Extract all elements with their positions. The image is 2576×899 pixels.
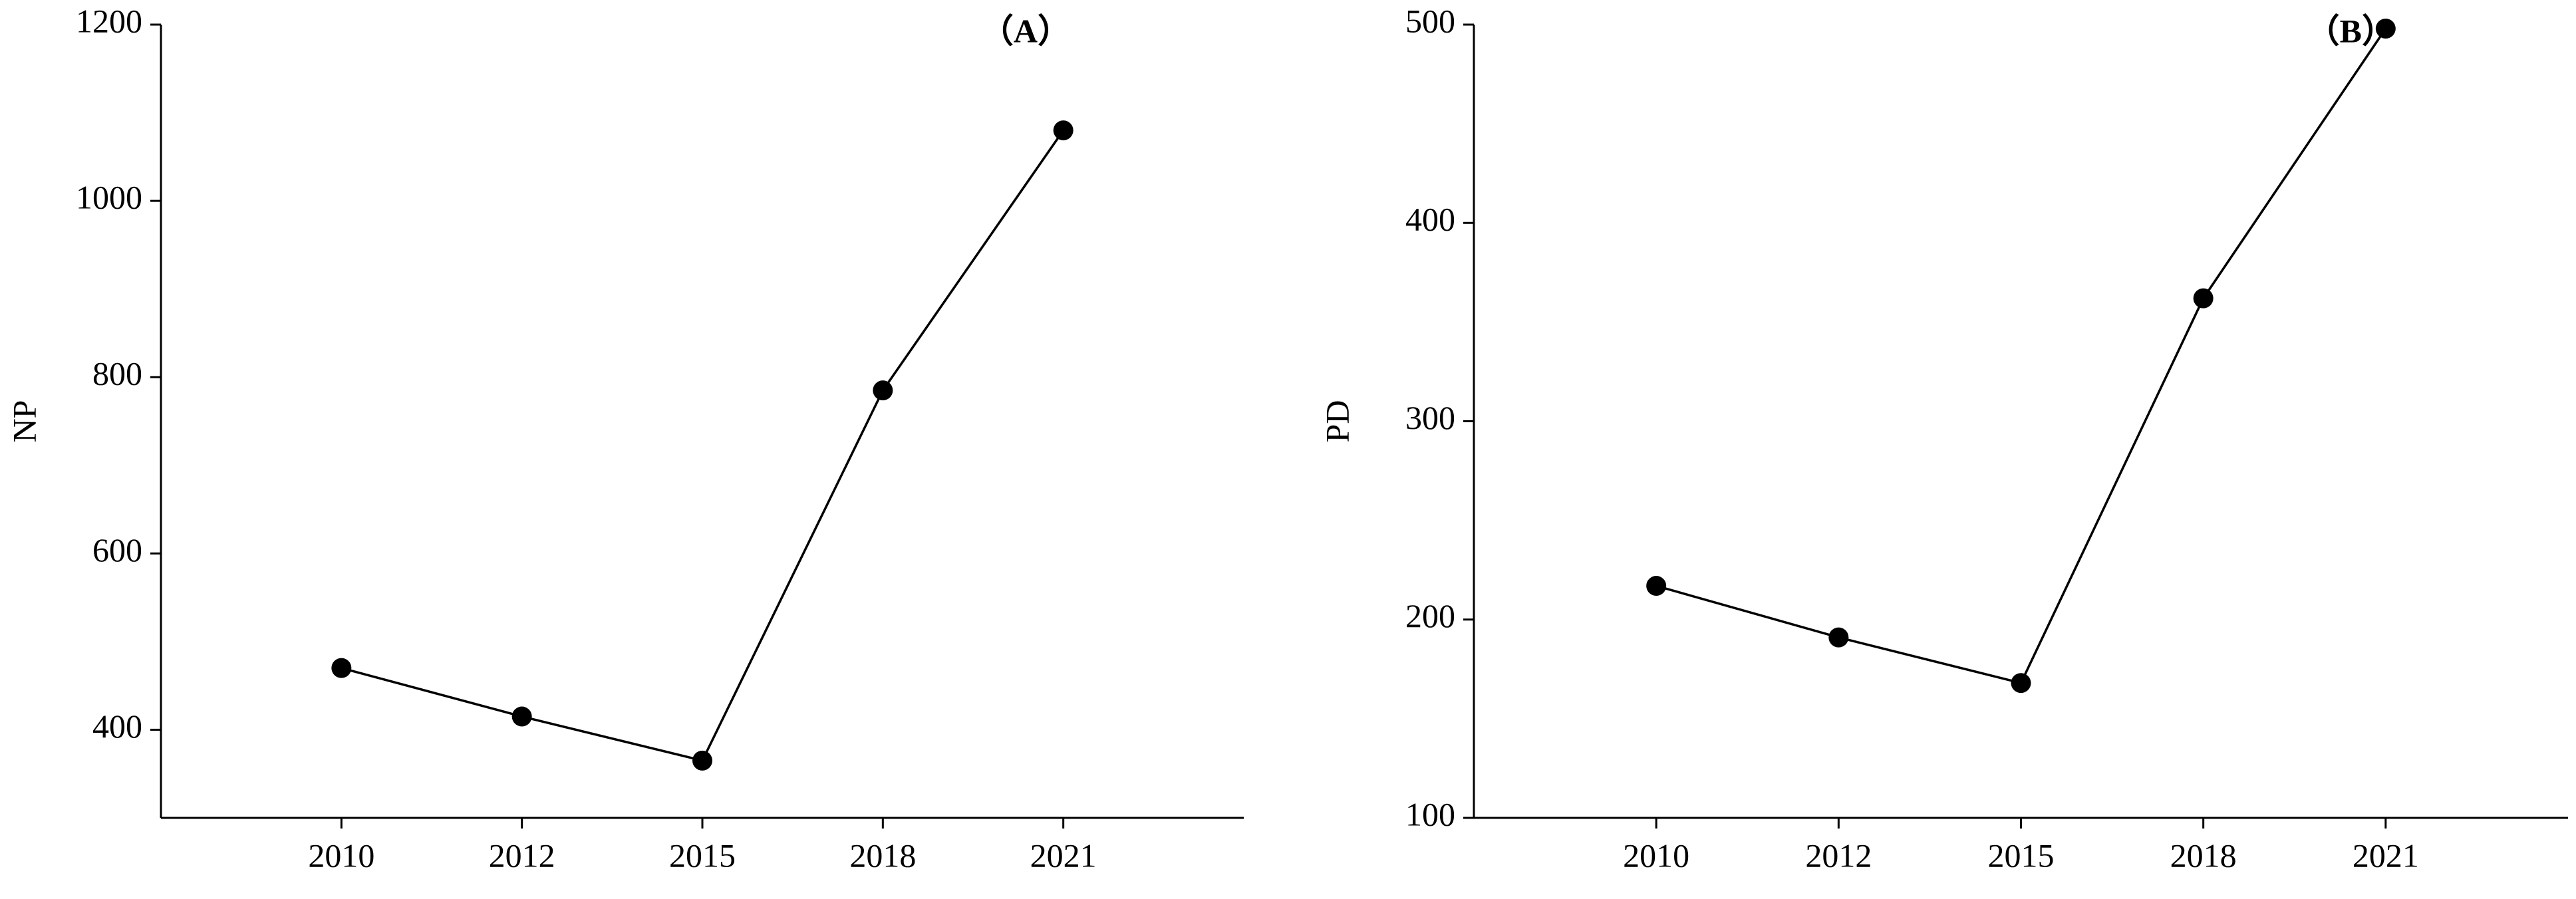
y-axis-label: PD bbox=[1318, 400, 1356, 443]
marker bbox=[1053, 120, 1073, 141]
marker bbox=[2011, 673, 2031, 694]
y-tick-label: 1200 bbox=[76, 2, 142, 39]
line bbox=[341, 130, 1065, 762]
x-tick-label: 2012 bbox=[489, 836, 555, 874]
marker bbox=[692, 750, 712, 771]
x-tick-label: 2021 bbox=[1030, 836, 1097, 874]
y-tick-label: 600 bbox=[92, 531, 142, 569]
panel-label: （A） bbox=[980, 12, 1071, 49]
y-tick-label: 100 bbox=[1405, 795, 1455, 833]
y-tick-label: 400 bbox=[92, 707, 142, 745]
x-tick-label: 2018 bbox=[2170, 836, 2237, 874]
y-tick-label: 300 bbox=[1405, 399, 1455, 436]
marker bbox=[873, 380, 893, 401]
x-tick-label: 2015 bbox=[1988, 836, 2055, 874]
x-tick-label: 2021 bbox=[2353, 836, 2419, 874]
y-tick-label: 1000 bbox=[76, 179, 142, 216]
x-tick-label: 2010 bbox=[308, 836, 374, 874]
y-tick-label: 800 bbox=[92, 355, 142, 392]
x-tick-label: 2010 bbox=[1623, 836, 1689, 874]
x-tick-label: 2015 bbox=[669, 836, 736, 874]
marker bbox=[2375, 18, 2396, 39]
marker bbox=[1828, 627, 1849, 648]
x-tick-label: 2012 bbox=[1805, 836, 1872, 874]
marker bbox=[511, 706, 532, 727]
y-axis-label: NP bbox=[5, 400, 43, 443]
marker bbox=[2193, 288, 2214, 309]
y-tick-label: 200 bbox=[1405, 597, 1455, 634]
marker bbox=[1646, 576, 1667, 596]
y-tick-label: 500 bbox=[1405, 2, 1455, 39]
line bbox=[1655, 27, 2387, 685]
marker bbox=[331, 658, 352, 678]
x-tick-label: 2018 bbox=[849, 836, 916, 874]
y-tick-label: 400 bbox=[1405, 201, 1455, 238]
